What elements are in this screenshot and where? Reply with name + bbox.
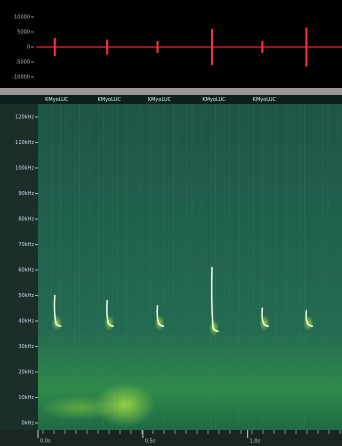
call-glow <box>154 315 165 332</box>
call-label: KMyoLUC <box>98 97 122 103</box>
waveform-tick-label: 5000 <box>17 30 30 36</box>
bat-call <box>210 266 219 332</box>
noise-glow <box>95 383 155 427</box>
frequency-tick-label: 120kHz <box>15 115 34 121</box>
call-label: KMyoLUC <box>202 97 226 103</box>
time-tick-label: 0.0s <box>40 439 51 445</box>
frequency-tick-label: 50kHz <box>18 293 34 299</box>
call-label: KMyoLUC <box>45 97 69 103</box>
noise-glow <box>40 396 120 420</box>
frequency-tick-label: 10kHz <box>18 395 34 401</box>
waveform-panel <box>0 0 342 92</box>
frequency-tick-label: 100kHz <box>15 166 34 172</box>
time-tick-label: 0.5s <box>145 439 156 445</box>
time-axis <box>0 430 342 446</box>
frequency-axis <box>0 95 38 446</box>
frequency-tick-label: 0kHz <box>22 421 35 427</box>
frequency-tick-label: 20kHz <box>18 370 34 376</box>
waveform-tick-label: 10000 <box>14 15 30 21</box>
call-label: KMyoLUC <box>253 97 277 103</box>
call-label: KMyoLUC <box>148 97 172 103</box>
frequency-tick-label: 70kHz <box>18 242 34 248</box>
call-glow <box>209 320 220 337</box>
label-bar <box>0 95 342 104</box>
bat-call <box>261 307 270 327</box>
frequency-tick-label: 110kHz <box>15 140 34 146</box>
frequency-tick-label: 90kHz <box>18 191 34 197</box>
bat-call <box>53 294 62 327</box>
frequency-tick-label: 80kHz <box>18 217 34 223</box>
bat-call <box>305 310 314 327</box>
call-glow <box>104 315 115 332</box>
frequency-tick-label: 40kHz <box>18 319 34 325</box>
bat-call <box>106 299 114 327</box>
waveform-tick-label: -5000 <box>15 60 30 66</box>
call-glow <box>303 315 314 332</box>
call-glow <box>51 315 62 332</box>
time-tick-label: 1.0s <box>250 439 261 445</box>
bat-call <box>156 304 165 327</box>
frequency-tick-label: 30kHz <box>18 344 34 350</box>
spectrogram <box>38 95 342 430</box>
call-glow <box>259 315 270 332</box>
waveform-tick-label: -10000 <box>12 75 30 81</box>
frequency-tick-label: 60kHz <box>18 268 34 274</box>
separator <box>0 88 342 95</box>
waveform-tick-label: 0 <box>27 45 30 51</box>
